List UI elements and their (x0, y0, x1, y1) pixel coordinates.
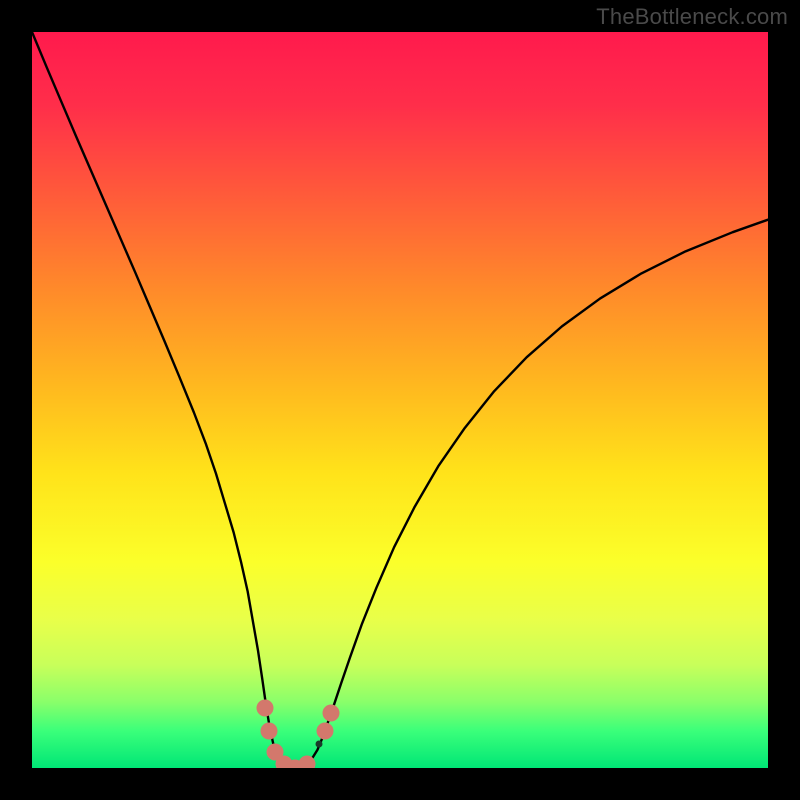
plot-area (32, 32, 768, 768)
scatter-point (260, 723, 277, 740)
chart-canvas: TheBottleneck.com (0, 0, 800, 800)
scatter-point (316, 723, 333, 740)
scatter-point (299, 755, 316, 768)
scatter-point-marker (316, 741, 323, 748)
scatter-point (322, 704, 339, 721)
bottleneck-curve (32, 32, 768, 768)
scatter-point (256, 699, 273, 716)
watermark-text: TheBottleneck.com (596, 4, 788, 30)
